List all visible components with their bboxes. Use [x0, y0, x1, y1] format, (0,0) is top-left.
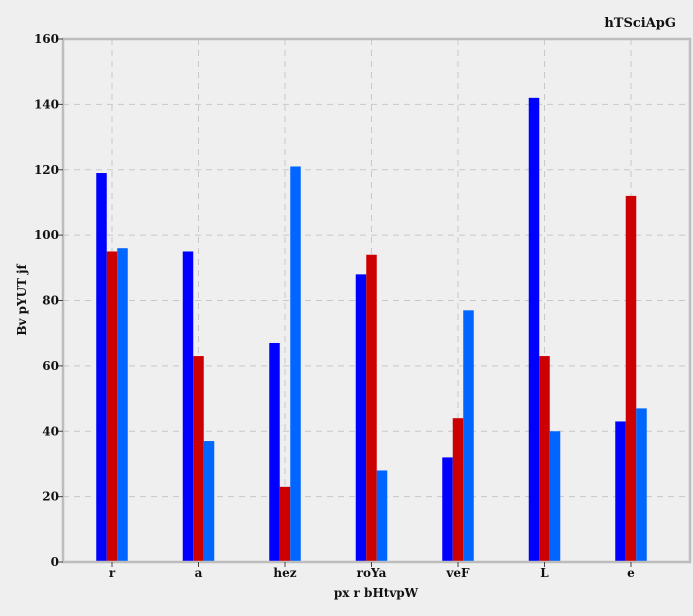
bar-a-series-1 [182, 251, 194, 562]
y-tick-label: 100 [34, 228, 59, 242]
bar-veF-series-2 [452, 418, 464, 562]
bar-roYa-series-1 [355, 274, 367, 562]
bar-L-series-3 [549, 431, 561, 562]
bar-a-series-3 [203, 441, 215, 562]
bar-veF-series-3 [463, 310, 474, 562]
y-axis-ticks: 0 20 40 60 80 100 120 140 160 [34, 32, 63, 569]
y-tick-label: 20 [42, 490, 59, 504]
bar-L-series-2 [539, 356, 550, 562]
bar-hez-series-3 [290, 166, 301, 562]
bar-roYa-series-2 [366, 254, 377, 563]
y-tick-label: 40 [42, 424, 59, 438]
bar-hez-series-2 [279, 486, 291, 562]
x-tick-label: a [195, 566, 203, 580]
y-tick-label: 140 [34, 97, 59, 111]
bar-e-series-2 [625, 195, 637, 562]
y-tick-label: 0 [51, 555, 59, 569]
y-tick-label: 60 [42, 359, 59, 373]
bar-r-series-1 [96, 173, 107, 563]
y-tick-label: 80 [42, 294, 59, 308]
x-axis-label: px r bHtvpW [334, 586, 419, 600]
bar-L-series-1 [528, 97, 540, 563]
bar-r-series-3 [117, 248, 128, 562]
bar-a-series-2 [193, 356, 204, 562]
bar-roYa-series-3 [376, 470, 388, 562]
x-tick-label: L [540, 566, 549, 580]
y-tick-label: 160 [34, 32, 59, 46]
x-tick-label: r [109, 566, 116, 580]
bar-e-series-1 [615, 421, 626, 562]
bar-hez-series-1 [269, 342, 280, 562]
x-tick-label: veF [445, 566, 470, 580]
x-tick-label: hez [273, 566, 296, 580]
y-tick-label: 120 [34, 163, 59, 177]
bar-e-series-3 [636, 408, 647, 562]
chart-title: hTSciApG [604, 16, 676, 31]
y-axis-label: Bv pYUT jf [15, 264, 29, 336]
bar-r-series-2 [106, 251, 118, 562]
x-tick-label: roYa [357, 566, 387, 580]
bar-veF-series-1 [442, 457, 453, 562]
x-tick-label: e [627, 566, 635, 580]
bars-group [96, 97, 647, 563]
